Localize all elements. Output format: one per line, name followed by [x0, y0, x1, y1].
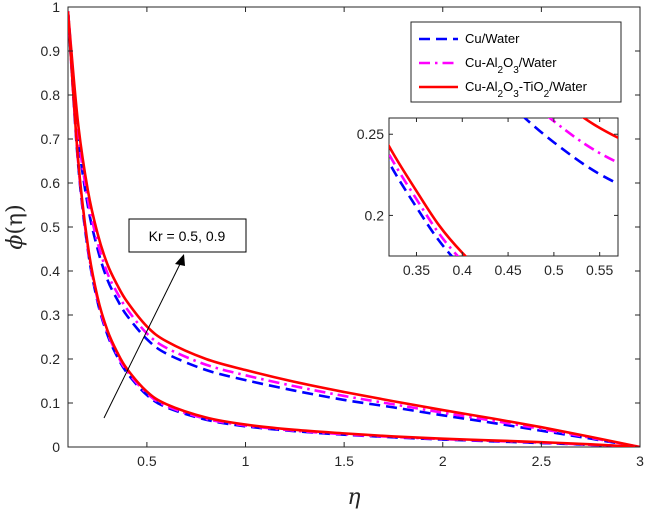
inset-x-tick-label: 0.45: [494, 262, 521, 278]
kr-annotation-arrow-shaft: [103, 261, 182, 419]
series-line-cu-water-kr-0-5: [68, 11, 640, 447]
inset-x-tick-label: 0.55: [586, 262, 613, 278]
inset-x-tick-label: 0.5: [544, 262, 564, 278]
inset-x-tick-label: 0.4: [453, 262, 473, 278]
inset-plot-area: 0.35 0.4 0.45 0.5 0.55 0.2 0.25: [357, 117, 619, 278]
legend-label-cu-al2o3-tio2-water: Cu-Al2O3-TiO2/Water: [465, 79, 588, 100]
svg-text:ϕ(η): ϕ(η): [3, 204, 28, 249]
y-tick-label: 0.6: [41, 175, 61, 191]
x-tick-label: 3: [636, 453, 644, 469]
kr-annotation-arrow-head: [175, 254, 185, 266]
x-tick-label: 1.5: [334, 453, 354, 469]
inset-y-tick-label: 0.25: [357, 126, 384, 142]
y-axis-label: ϕ(η): [3, 204, 28, 249]
kr-annotation: Kr = 0.5, 0.9: [103, 218, 247, 419]
y-axis-label-arg: (η): [3, 204, 28, 234]
kr-annotation-text: Kr = 0.5, 0.9: [149, 228, 226, 244]
y-tick-label: 1: [52, 0, 60, 15]
y-tick-label: 0.2: [41, 351, 61, 367]
inset-x-tick-label: 0.35: [403, 262, 430, 278]
y-tick-label: 0.5: [41, 219, 61, 235]
x-tick-label: 1: [242, 453, 250, 469]
series-line-cu-al2o3-tio2-water-kr-0-5: [68, 11, 640, 447]
x-tick-label: 2.5: [532, 453, 552, 469]
x-tick-label: 0.5: [137, 453, 157, 469]
y-tick-label: 0.1: [41, 395, 61, 411]
y-tick-label: 0.9: [41, 43, 61, 59]
y-tick-label: 0.8: [41, 87, 61, 103]
series-line-cu-al2o3-water-kr-0-5: [68, 11, 640, 447]
series-line-cu-al2o3-tio2-water-kr-0-9: [68, 11, 640, 447]
x-axis-label: η: [347, 485, 360, 510]
y-tick-label: 0.7: [41, 131, 61, 147]
kr-annotation-box: [128, 218, 247, 253]
y-tick-label: 0.4: [41, 263, 61, 279]
inset-y-tick-label: 0.2: [365, 207, 385, 223]
legend-label-cu-water: Cu/Water: [465, 31, 520, 46]
legend: Cu/Water Cu-Al2O3/Water Cu-Al2O3-TiO2/Wate…: [410, 21, 622, 103]
y-tick-label: 0: [52, 439, 60, 455]
y-tick-label: 0.3: [41, 307, 61, 323]
x-tick-label: 2: [439, 453, 447, 469]
legend-label-cu-al2o3-water: Cu-Al2O3/Water: [465, 55, 557, 76]
y-axis-label-symbol: ϕ: [3, 235, 28, 250]
